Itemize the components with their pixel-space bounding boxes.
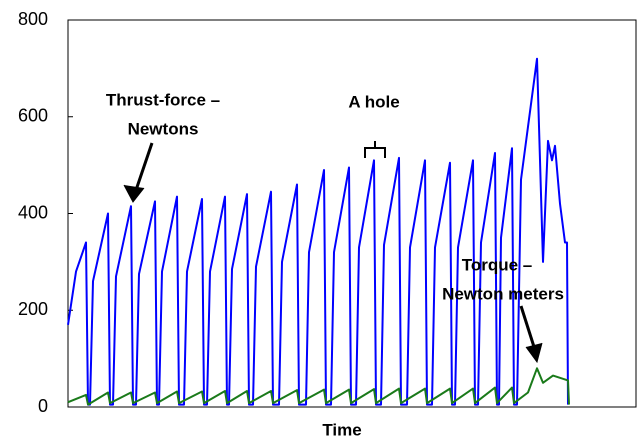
- annotation: A hole: [348, 92, 399, 111]
- y-tick-label: 600: [18, 106, 48, 126]
- y-tick-label: 400: [18, 202, 48, 222]
- data-line: [67, 367, 570, 406]
- annotation: Newton meters: [442, 284, 564, 303]
- annotation: Newtons: [128, 119, 199, 138]
- data-line: [67, 57, 569, 406]
- y-tick-label: 200: [18, 299, 48, 319]
- arrows: [123, 141, 543, 364]
- y-tick-label: 0: [38, 396, 48, 416]
- annotation: Thrust-force –: [106, 90, 220, 109]
- y-tick-label: 800: [18, 9, 48, 29]
- annotation: Torque –: [462, 255, 533, 274]
- x-axis-label: Time: [322, 420, 361, 439]
